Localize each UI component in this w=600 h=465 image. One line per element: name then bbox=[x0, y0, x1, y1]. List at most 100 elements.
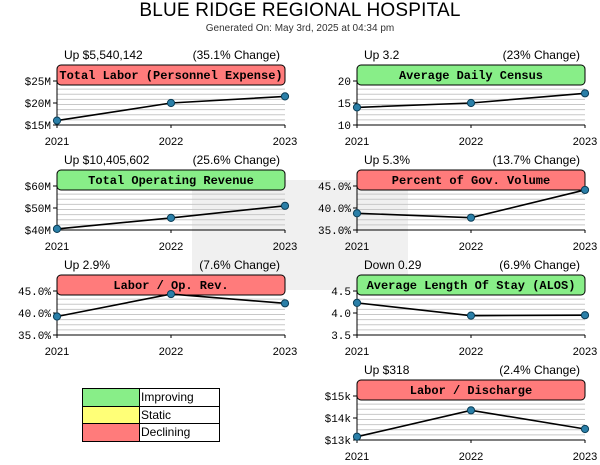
chart-title-banner bbox=[56, 64, 286, 86]
change-percent: (23% Change) bbox=[503, 48, 580, 62]
change-percent: (25.6% Change) bbox=[193, 153, 280, 167]
x-tick-label: 2021 bbox=[45, 346, 69, 358]
x-tick-label: 2022 bbox=[459, 136, 483, 148]
chart-title-banner bbox=[356, 379, 586, 401]
y-tick-label: $13k bbox=[325, 436, 352, 448]
y-tick-label: 10 bbox=[338, 121, 351, 133]
chart-svg: Up $318 (2.4% Change) Labor / Discharge $13… bbox=[325, 363, 598, 463]
y-tick-label: 45.0% bbox=[318, 182, 351, 194]
data-point bbox=[352, 298, 362, 307]
data-point bbox=[580, 89, 590, 98]
change-value: Up 5.3% bbox=[364, 153, 410, 167]
y-tick-label: 4.0 bbox=[331, 309, 351, 321]
change-value: Up 2.9% bbox=[64, 258, 110, 272]
x-tick-label: 2021 bbox=[345, 136, 369, 148]
data-point bbox=[166, 289, 176, 299]
legend-label-declining: Declining bbox=[141, 425, 191, 439]
chart-title: Labor / Discharge bbox=[410, 384, 532, 398]
y-tick-label: 40.0% bbox=[18, 309, 51, 321]
y-tick-label: $60M bbox=[25, 182, 51, 194]
data-point bbox=[580, 424, 590, 434]
x-tick-label: 2022 bbox=[159, 136, 183, 148]
data-point bbox=[466, 213, 476, 222]
chart-title: Total Operating Revenue bbox=[88, 174, 254, 188]
chart-percent-gov-volume: Up 5.3% (13.7% Change) Percent of Gov. Vol… bbox=[300, 150, 600, 255]
y-tick-label: 20 bbox=[338, 77, 351, 89]
x-tick-label: 2023 bbox=[573, 346, 597, 358]
generated-timestamp: Generated On: May 3rd, 2025 at 04:34 pm bbox=[205, 23, 395, 34]
y-tick-label: 35.0% bbox=[318, 226, 351, 238]
chart-title-banner bbox=[56, 169, 286, 191]
data-point bbox=[580, 311, 590, 320]
chart-title-banner bbox=[356, 64, 586, 86]
chart-average-daily-census: Up 3.2 (23% Change) Average Daily Census 10… bbox=[300, 45, 600, 150]
x-tick-label: 2022 bbox=[159, 241, 183, 253]
y-tick-label: $20M bbox=[25, 99, 51, 111]
legend-item-declining: Declining bbox=[83, 423, 219, 441]
legend-swatch-declining bbox=[83, 424, 140, 441]
data-point bbox=[280, 201, 290, 210]
legend-swatch-static bbox=[83, 407, 140, 424]
data-point bbox=[580, 185, 590, 195]
y-tick-label: $25M bbox=[25, 77, 51, 89]
data-point bbox=[166, 213, 176, 223]
chart-alos: Down 0.29 (6.9% Change) Average Length Of … bbox=[300, 255, 600, 360]
x-tick-label: 2022 bbox=[459, 451, 483, 463]
y-tick-label: $14k bbox=[325, 414, 352, 426]
legend-item-static: Static bbox=[83, 406, 219, 424]
y-tick-label: 40.0% bbox=[318, 204, 351, 216]
chart-svg: Up 5.3% (13.7% Change) Percent of Gov. Vol… bbox=[318, 153, 597, 253]
data-point bbox=[352, 103, 362, 112]
chart-title: Total Labor (Personnel Expense) bbox=[59, 69, 282, 83]
legend-item-improving: Improving bbox=[83, 389, 219, 406]
x-tick-label: 2022 bbox=[459, 241, 483, 253]
chart-title: Percent of Gov. Volume bbox=[392, 174, 550, 188]
change-value: Down 0.29 bbox=[364, 258, 422, 272]
change-percent: (35.1% Change) bbox=[193, 48, 280, 62]
x-tick-label: 2023 bbox=[573, 451, 597, 463]
y-tick-label: $50M bbox=[25, 204, 51, 216]
legend-label-improving: Improving bbox=[141, 390, 194, 404]
data-point bbox=[352, 209, 362, 218]
chart-svg: Down 0.29 (6.9% Change) Average Length Of … bbox=[331, 258, 597, 358]
x-tick-label: 2021 bbox=[45, 136, 69, 148]
y-tick-label: 35.0% bbox=[18, 331, 51, 343]
legend-swatch-improving bbox=[83, 389, 140, 406]
page-title: BLUE RIDGE REGIONAL HOSPITAL bbox=[139, 0, 461, 21]
y-tick-label: 4.5 bbox=[331, 287, 351, 299]
x-tick-label: 2023 bbox=[573, 241, 597, 253]
change-percent: (6.9% Change) bbox=[499, 258, 580, 272]
watermark-logo bbox=[192, 180, 408, 290]
data-point bbox=[466, 98, 476, 108]
y-tick-label: $15k bbox=[325, 392, 352, 404]
data-point bbox=[52, 312, 62, 321]
data-point bbox=[166, 98, 176, 108]
change-percent: (7.6% Change) bbox=[199, 258, 280, 272]
y-tick-label: 3.5 bbox=[331, 331, 351, 343]
x-tick-label: 2021 bbox=[345, 241, 369, 253]
legend: Improving Static Declining bbox=[82, 388, 220, 442]
x-tick-label: 2021 bbox=[45, 241, 69, 253]
chart-svg: Up $10,405,602 (25.6% Change) Total Operat… bbox=[25, 153, 298, 253]
data-point bbox=[352, 432, 362, 441]
chart-title-banner bbox=[356, 169, 586, 191]
chart-svg: Up $5,540,142 (35.1% Change) Total Labor (… bbox=[25, 48, 298, 148]
legend-label-static: Static bbox=[141, 408, 172, 422]
chart-title: Labor / Op. Rev. bbox=[113, 279, 228, 293]
data-point bbox=[280, 299, 290, 308]
y-tick-label: 15 bbox=[338, 99, 351, 111]
chart-labor-discharge: Up $318 (2.4% Change) Labor / Discharge $13… bbox=[300, 360, 600, 465]
x-tick-label: 2021 bbox=[345, 451, 369, 463]
change-percent: (2.4% Change) bbox=[499, 363, 580, 377]
chart-labor-op-rev: Up 2.9% (7.6% Change) Labor / Op. Rev. 35.0… bbox=[0, 255, 300, 360]
chart-svg: Up 3.2 (23% Change) Average Daily Census 10… bbox=[338, 48, 597, 148]
x-tick-label: 2022 bbox=[459, 346, 483, 358]
change-percent: (13.7% Change) bbox=[493, 153, 580, 167]
data-point bbox=[52, 116, 62, 125]
chart-svg: Up 2.9% (7.6% Change) Labor / Op. Rev. 35.0… bbox=[18, 258, 297, 358]
change-value: Up $10,405,602 bbox=[64, 153, 150, 167]
x-tick-label: 2021 bbox=[345, 346, 369, 358]
x-tick-label: 2023 bbox=[273, 136, 297, 148]
chart-title: Average Daily Census bbox=[399, 69, 543, 83]
chart-title: Average Length Of Stay (ALOS) bbox=[367, 279, 576, 293]
